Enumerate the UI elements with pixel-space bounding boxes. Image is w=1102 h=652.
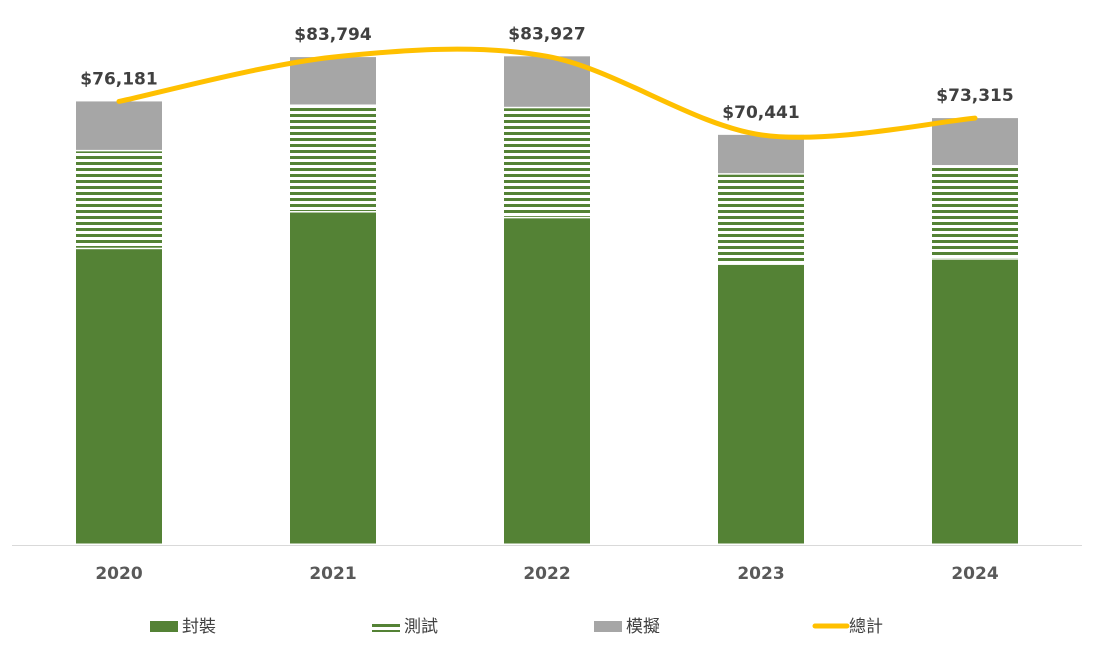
bar-0-2022 — [504, 218, 590, 544]
bar-2-2023 — [718, 134, 804, 174]
x-tick-label: 2020 — [95, 564, 142, 584]
legend-swatch — [372, 621, 400, 632]
bar-2-2024 — [932, 118, 1018, 166]
legend-swatch — [594, 621, 622, 632]
x-tick-label: 2022 — [523, 564, 570, 584]
bar-0-2021 — [290, 212, 376, 544]
bar-2-2020 — [76, 101, 162, 150]
line-series-total — [116, 46, 978, 140]
bar-1-2021 — [290, 105, 376, 212]
bar-2-2021 — [290, 57, 376, 105]
legend-label: 封裝 — [182, 617, 216, 637]
legend: 封裝 測試 模擬 總計 — [150, 617, 883, 637]
legend-label: 測試 — [404, 617, 438, 637]
x-tick-label: 2023 — [737, 564, 784, 584]
legend-label: 模擬 — [626, 617, 660, 637]
data-label: $83,794 — [294, 25, 372, 45]
labels-layer: 2020 2021 2022 2023 2024 $76,181 $83,794 $83,92… — [80, 24, 1013, 584]
legend-swatch — [150, 621, 178, 632]
bar-0-2024 — [932, 259, 1018, 544]
line-layer — [116, 46, 978, 140]
bar-1-2023 — [718, 174, 804, 264]
bar-1-2024 — [932, 166, 1018, 259]
x-tick-label: 2024 — [951, 564, 998, 584]
data-label: $76,181 — [80, 69, 157, 89]
bar-0-2020 — [76, 249, 162, 544]
legend-label: 總計 — [849, 617, 883, 637]
bars-layer — [76, 56, 1018, 544]
bar-1-2020 — [76, 151, 162, 248]
bar-1-2022 — [504, 108, 590, 217]
bar-0-2023 — [718, 264, 804, 544]
data-label: $83,927 — [508, 24, 585, 44]
x-tick-label: 2021 — [309, 564, 356, 584]
data-label: $73,315 — [936, 86, 1013, 106]
data-label: $70,441 — [722, 103, 799, 123]
